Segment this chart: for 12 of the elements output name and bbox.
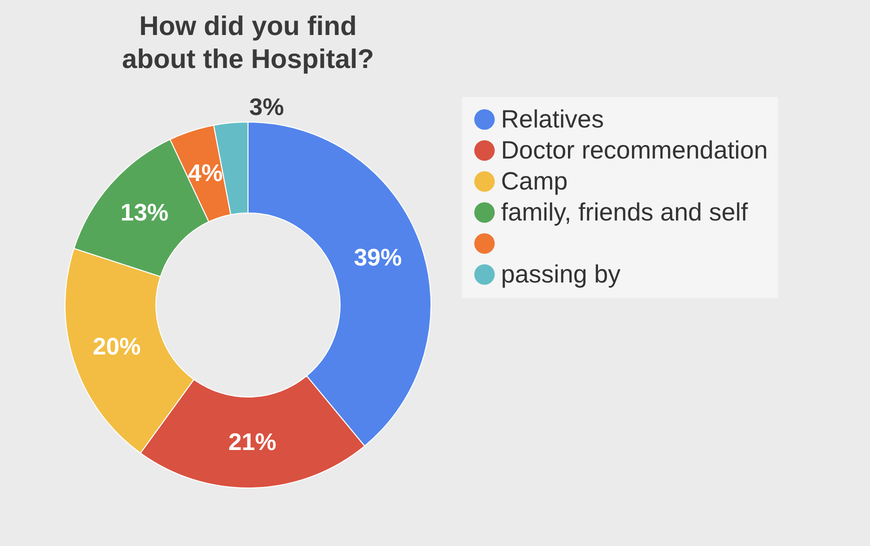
data-label: 20% (92, 334, 141, 361)
legend-label: passing by (501, 260, 622, 288)
data-label: 4% (188, 160, 223, 187)
data-label: 3% (249, 94, 284, 121)
data-label: 39% (354, 244, 402, 272)
data-label: 21% (228, 428, 276, 456)
legend-label: family, friends and self (501, 198, 748, 226)
data-label: 13% (120, 200, 169, 227)
legend-label: Relatives (501, 106, 604, 134)
chart-title: How did you find about the Hospital? (122, 11, 374, 74)
legend-label: Camp (501, 168, 568, 196)
legend-label: Doctor recommendation (501, 136, 768, 164)
